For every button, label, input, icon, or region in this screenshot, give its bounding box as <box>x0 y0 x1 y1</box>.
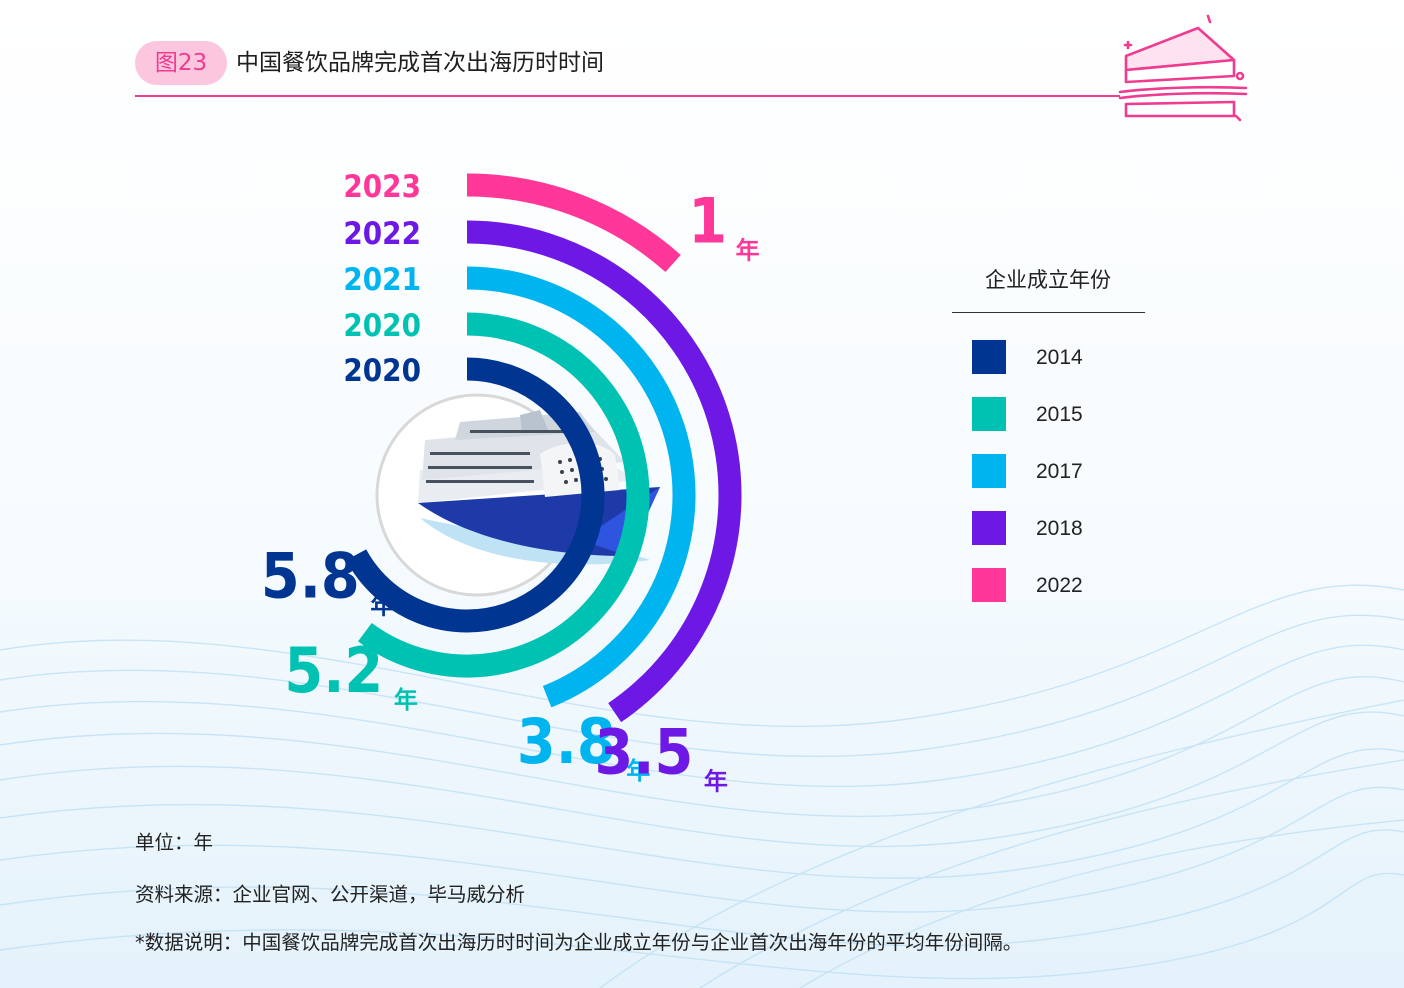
legend-swatch <box>972 340 1006 374</box>
unit-label: 年 <box>736 237 760 265</box>
legend-label: 2014 <box>1036 346 1083 369</box>
value-label: 3.5 <box>594 716 693 789</box>
legend-title: 企业成立年份 <box>985 268 1111 292</box>
unit-label: 年 <box>394 686 418 714</box>
legend-swatch <box>972 568 1006 602</box>
legend-label: 2018 <box>1036 517 1083 540</box>
overseas-year-label: 2021 <box>343 262 421 298</box>
arc-bar-2022 <box>466 173 681 273</box>
overseas-year-label: 2022 <box>343 216 421 252</box>
overseas-year-label: 2020 <box>343 353 421 389</box>
value-label: 1 <box>688 185 727 258</box>
unit-label: 年 <box>704 768 728 796</box>
legend-label: 2022 <box>1036 574 1083 597</box>
data-note: *数据说明：中国餐饮品牌完成首次出海历时时间为企业成立年份与企业首次出海年份的平… <box>135 931 1023 954</box>
legend-swatch <box>972 397 1006 431</box>
unit-label: 年 <box>370 591 394 619</box>
arc-bar-2015 <box>358 312 650 678</box>
cake-icon <box>1118 14 1248 122</box>
source-note: 资料来源：企业官网、公开渠道，毕马威分析 <box>135 883 526 906</box>
arc-bar-2017 <box>466 266 696 708</box>
legend-label: 2017 <box>1036 460 1083 483</box>
header-divider <box>135 95 1120 97</box>
arc-bar-2014 <box>345 357 605 633</box>
arc-bar-2018 <box>466 220 742 723</box>
legend-divider <box>952 312 1145 313</box>
legend-swatch <box>972 511 1006 545</box>
page-title: 中国餐饮品牌完成首次出海历时时间 <box>236 50 604 76</box>
legend-label: 2015 <box>1036 403 1083 426</box>
overseas-year-label: 2020 <box>343 308 421 344</box>
unit-note: 单位：年 <box>135 831 214 854</box>
value-label: 3.8 <box>517 705 616 778</box>
unit-label: 年 <box>626 757 650 785</box>
overseas-year-label: 2023 <box>343 169 421 205</box>
legend-swatch <box>972 454 1006 488</box>
figure-tag: 图23 <box>135 41 227 85</box>
value-label: 5.2 <box>284 634 383 707</box>
value-label: 5.8 <box>261 539 360 612</box>
